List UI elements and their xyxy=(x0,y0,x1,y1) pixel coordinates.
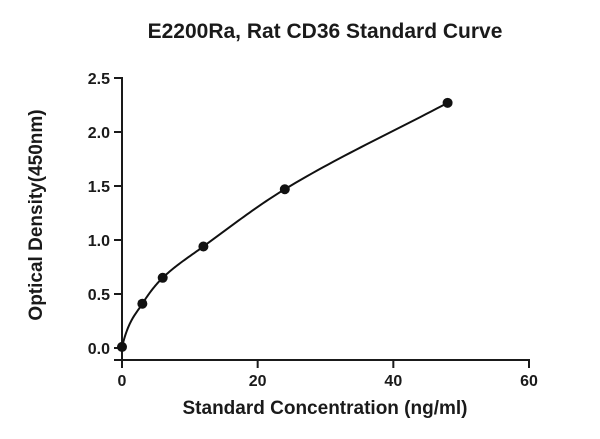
x-tick-label: 0 xyxy=(118,373,127,390)
fit-curve xyxy=(121,101,449,348)
data-point xyxy=(117,341,127,352)
chart-title: E2200Ra, Rat CD36 Standard Curve xyxy=(148,20,503,43)
y-axis-label: Optical Density(450nm) xyxy=(26,109,47,320)
data-point xyxy=(198,241,209,252)
x-tick-label: 40 xyxy=(384,373,402,390)
x-tick-label: 20 xyxy=(249,373,267,390)
data-point xyxy=(137,298,148,309)
y-ticks: 0.0 0.5 1.0 1.5 2.0 2.5 xyxy=(88,71,122,358)
y-tick-label: 2.0 xyxy=(88,125,110,142)
data-point xyxy=(157,272,168,283)
x-axis-label: Standard Concentration (ng/ml) xyxy=(183,398,468,419)
y-tick-label: 1.5 xyxy=(88,179,110,196)
y-tick-label: 1.0 xyxy=(88,233,110,250)
data-point xyxy=(279,184,290,195)
y-tick-label: 2.5 xyxy=(88,71,110,88)
x-ticks: 0 20 40 60 xyxy=(118,360,538,390)
data-point xyxy=(442,97,453,108)
x-tick-label: 60 xyxy=(520,373,538,390)
y-tick-label: 0.0 xyxy=(88,341,110,358)
y-tick-label: 0.5 xyxy=(88,287,110,304)
data-points xyxy=(117,97,453,352)
